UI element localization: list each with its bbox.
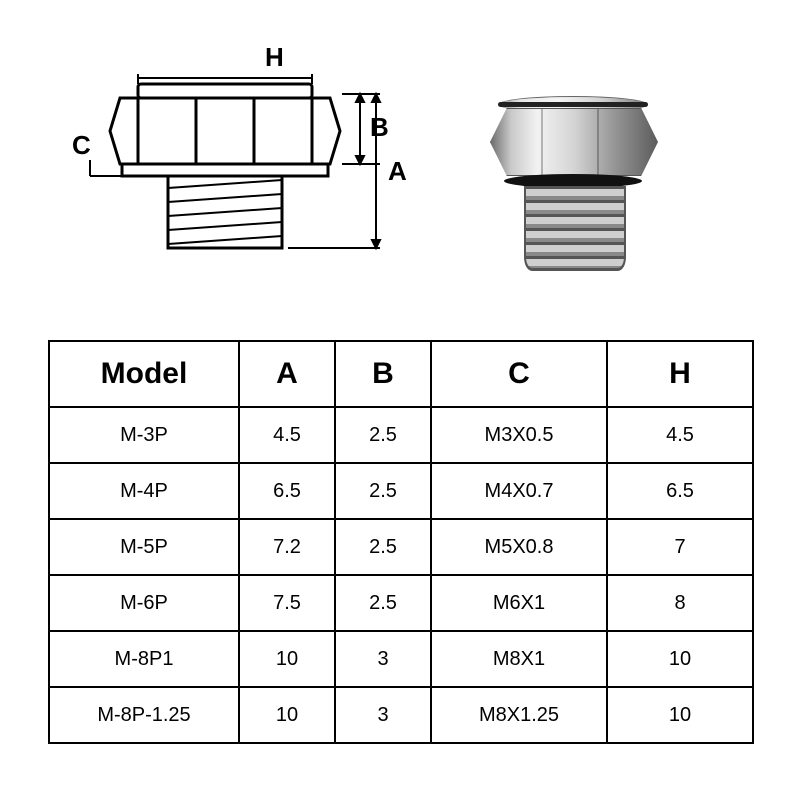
table-cell: 2.5	[335, 519, 431, 575]
table-cell: M-8P1	[49, 631, 239, 687]
col-a: A	[239, 341, 335, 407]
table-cell: M-3P	[49, 407, 239, 463]
col-b: B	[335, 341, 431, 407]
table-cell: 10	[607, 631, 753, 687]
spec-table-wrap: Model A B C H M-3P4.52.5M3X0.54.5M-4P6.5…	[48, 340, 752, 744]
table-cell: 6.5	[607, 463, 753, 519]
table-cell: 2.5	[335, 463, 431, 519]
table-cell: 4.5	[607, 407, 753, 463]
table-row: M-6P7.52.5M6X18	[49, 575, 753, 631]
table-cell: M8X1.25	[431, 687, 607, 743]
table-cell: M3X0.5	[431, 407, 607, 463]
bolt-slot	[498, 102, 648, 107]
table-cell: 2.5	[335, 407, 431, 463]
table-cell: 3	[335, 631, 431, 687]
bolt-hex	[490, 108, 658, 176]
table-cell: M-4P	[49, 463, 239, 519]
bolt-photo	[490, 90, 660, 270]
table-cell: M-6P	[49, 575, 239, 631]
table-cell: M-5P	[49, 519, 239, 575]
table-header-row: Model A B C H	[49, 341, 753, 407]
schematic-drawing	[60, 60, 420, 290]
table-cell: 7.5	[239, 575, 335, 631]
diagram-area: H B A C	[60, 60, 740, 290]
table-cell: 3	[335, 687, 431, 743]
label-b: B	[370, 112, 389, 143]
label-h: H	[265, 42, 284, 73]
table-cell: 4.5	[239, 407, 335, 463]
col-model: Model	[49, 341, 239, 407]
spec-table-body: M-3P4.52.5M3X0.54.5M-4P6.52.5M4X0.76.5M-…	[49, 407, 753, 743]
table-cell: 2.5	[335, 575, 431, 631]
table-row: M-8P1103M8X110	[49, 631, 753, 687]
table-cell: M8X1	[431, 631, 607, 687]
table-cell: 10	[239, 687, 335, 743]
table-cell: 7	[607, 519, 753, 575]
col-h: H	[607, 341, 753, 407]
table-cell: M5X0.8	[431, 519, 607, 575]
table-cell: 7.2	[239, 519, 335, 575]
table-cell: 10	[239, 631, 335, 687]
table-cell: 8	[607, 575, 753, 631]
table-cell: M6X1	[431, 575, 607, 631]
table-cell: 10	[607, 687, 753, 743]
table-cell: M-8P-1.25	[49, 687, 239, 743]
table-row: M-8P-1.25103M8X1.2510	[49, 687, 753, 743]
table-row: M-3P4.52.5M3X0.54.5	[49, 407, 753, 463]
label-a: A	[388, 156, 407, 187]
table-row: M-4P6.52.5M4X0.76.5	[49, 463, 753, 519]
bolt-thread	[524, 186, 626, 271]
table-row: M-5P7.22.5M5X0.87	[49, 519, 753, 575]
spec-table: Model A B C H M-3P4.52.5M3X0.54.5M-4P6.5…	[48, 340, 754, 744]
col-c: C	[431, 341, 607, 407]
table-cell: M4X0.7	[431, 463, 607, 519]
label-c: C	[72, 130, 91, 161]
table-cell: 6.5	[239, 463, 335, 519]
